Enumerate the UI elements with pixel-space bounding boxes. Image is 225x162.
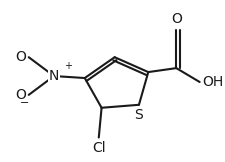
Text: O: O xyxy=(170,12,181,26)
Text: OH: OH xyxy=(202,75,223,89)
Text: S: S xyxy=(134,108,143,122)
Text: N: N xyxy=(49,69,59,83)
Text: −: − xyxy=(19,98,29,108)
Text: O: O xyxy=(15,88,26,102)
Text: Cl: Cl xyxy=(92,141,105,156)
Text: +: + xyxy=(64,61,72,71)
Text: O: O xyxy=(15,50,26,64)
